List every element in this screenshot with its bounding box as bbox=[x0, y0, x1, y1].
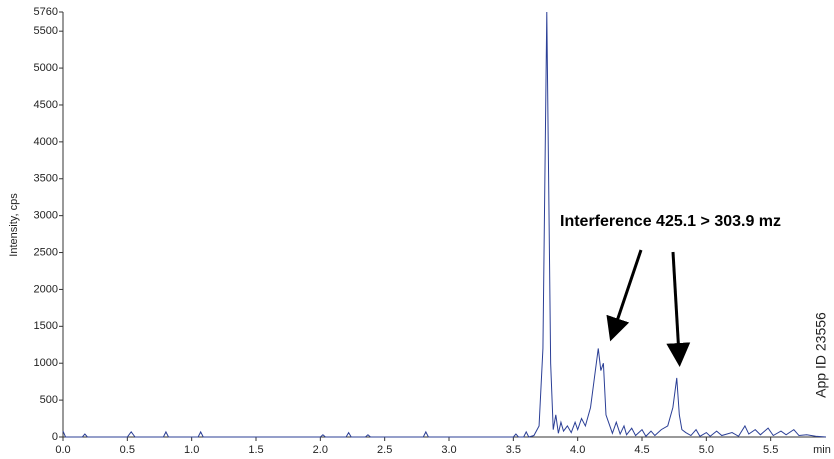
y-axis-label: Intensity, cps bbox=[8, 193, 20, 257]
y-tick-label: 4000 bbox=[34, 136, 58, 148]
y-tick-label: 1500 bbox=[34, 320, 58, 332]
y-tick-label: 500 bbox=[40, 394, 58, 406]
x-tick-label: 1.0 bbox=[184, 444, 199, 456]
y-tick-label: 3500 bbox=[34, 173, 58, 185]
x-unit-label: min bbox=[813, 444, 831, 456]
x-tick-label: 3.0 bbox=[441, 444, 456, 456]
x-tick-label: 2.5 bbox=[377, 444, 392, 456]
x-tick-label: 3.5 bbox=[506, 444, 521, 456]
y-tick-label: 2500 bbox=[34, 246, 58, 258]
y-tick-label: 2000 bbox=[34, 283, 58, 295]
side-note: App ID 23556 bbox=[813, 312, 829, 398]
y-tick-label: 3000 bbox=[34, 210, 58, 222]
y-tick-label: 5500 bbox=[34, 25, 58, 37]
annotation: Interference 425.1 > 303.9 mz bbox=[560, 213, 781, 230]
x-tick-label: 0.5 bbox=[120, 444, 135, 456]
y-tick-label: 4500 bbox=[34, 99, 58, 111]
data-line bbox=[62, 11, 827, 438]
arrow bbox=[666, 251, 691, 367]
y-tick-label: 1000 bbox=[34, 357, 58, 369]
x-tick-label: 4.5 bbox=[634, 444, 649, 456]
x-tick-label: 5.5 bbox=[763, 444, 778, 456]
arrow bbox=[606, 249, 643, 342]
x-tick-label: 5.0 bbox=[699, 444, 714, 456]
y-tick-label: 0 bbox=[52, 431, 58, 443]
y-tick-label: 5760 bbox=[34, 6, 58, 18]
y-tick-label: 5000 bbox=[34, 62, 58, 74]
x-tick-label: 0.0 bbox=[55, 444, 70, 456]
x-tick-label: 1.5 bbox=[248, 444, 263, 456]
x-tick-label: 2.0 bbox=[313, 444, 328, 456]
x-tick-label: 4.0 bbox=[570, 444, 585, 456]
